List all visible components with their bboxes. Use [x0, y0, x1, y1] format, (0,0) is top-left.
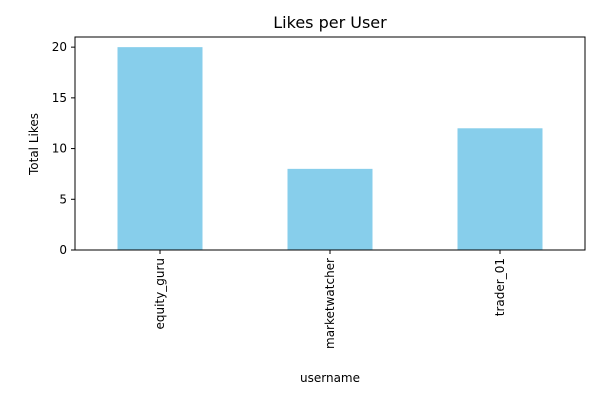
bars-group [117, 47, 543, 251]
x-tick-label: equity_guru [153, 258, 167, 330]
y-tick-label: 15 [52, 91, 67, 105]
x-axis-label: username [300, 371, 360, 385]
y-tick-label: 10 [52, 142, 67, 156]
x-axis: equity_guru marketwatcher trader_01 [153, 250, 507, 349]
chart-title: Likes per User [273, 13, 387, 32]
bar-equity_guru [117, 47, 203, 251]
y-tick-label: 5 [59, 192, 67, 206]
y-axis: 0 5 10 15 20 [52, 40, 75, 257]
bar-marketwatcher [287, 168, 373, 250]
bar-trader_01 [457, 128, 543, 250]
y-tick-label: 0 [59, 243, 67, 257]
x-tick-label: marketwatcher [323, 258, 337, 349]
y-tick-label: 20 [52, 40, 67, 54]
y-axis-label: Total Likes [27, 113, 41, 176]
x-tick-label: trader_01 [493, 258, 507, 316]
plot-area-frame [74, 36, 586, 251]
